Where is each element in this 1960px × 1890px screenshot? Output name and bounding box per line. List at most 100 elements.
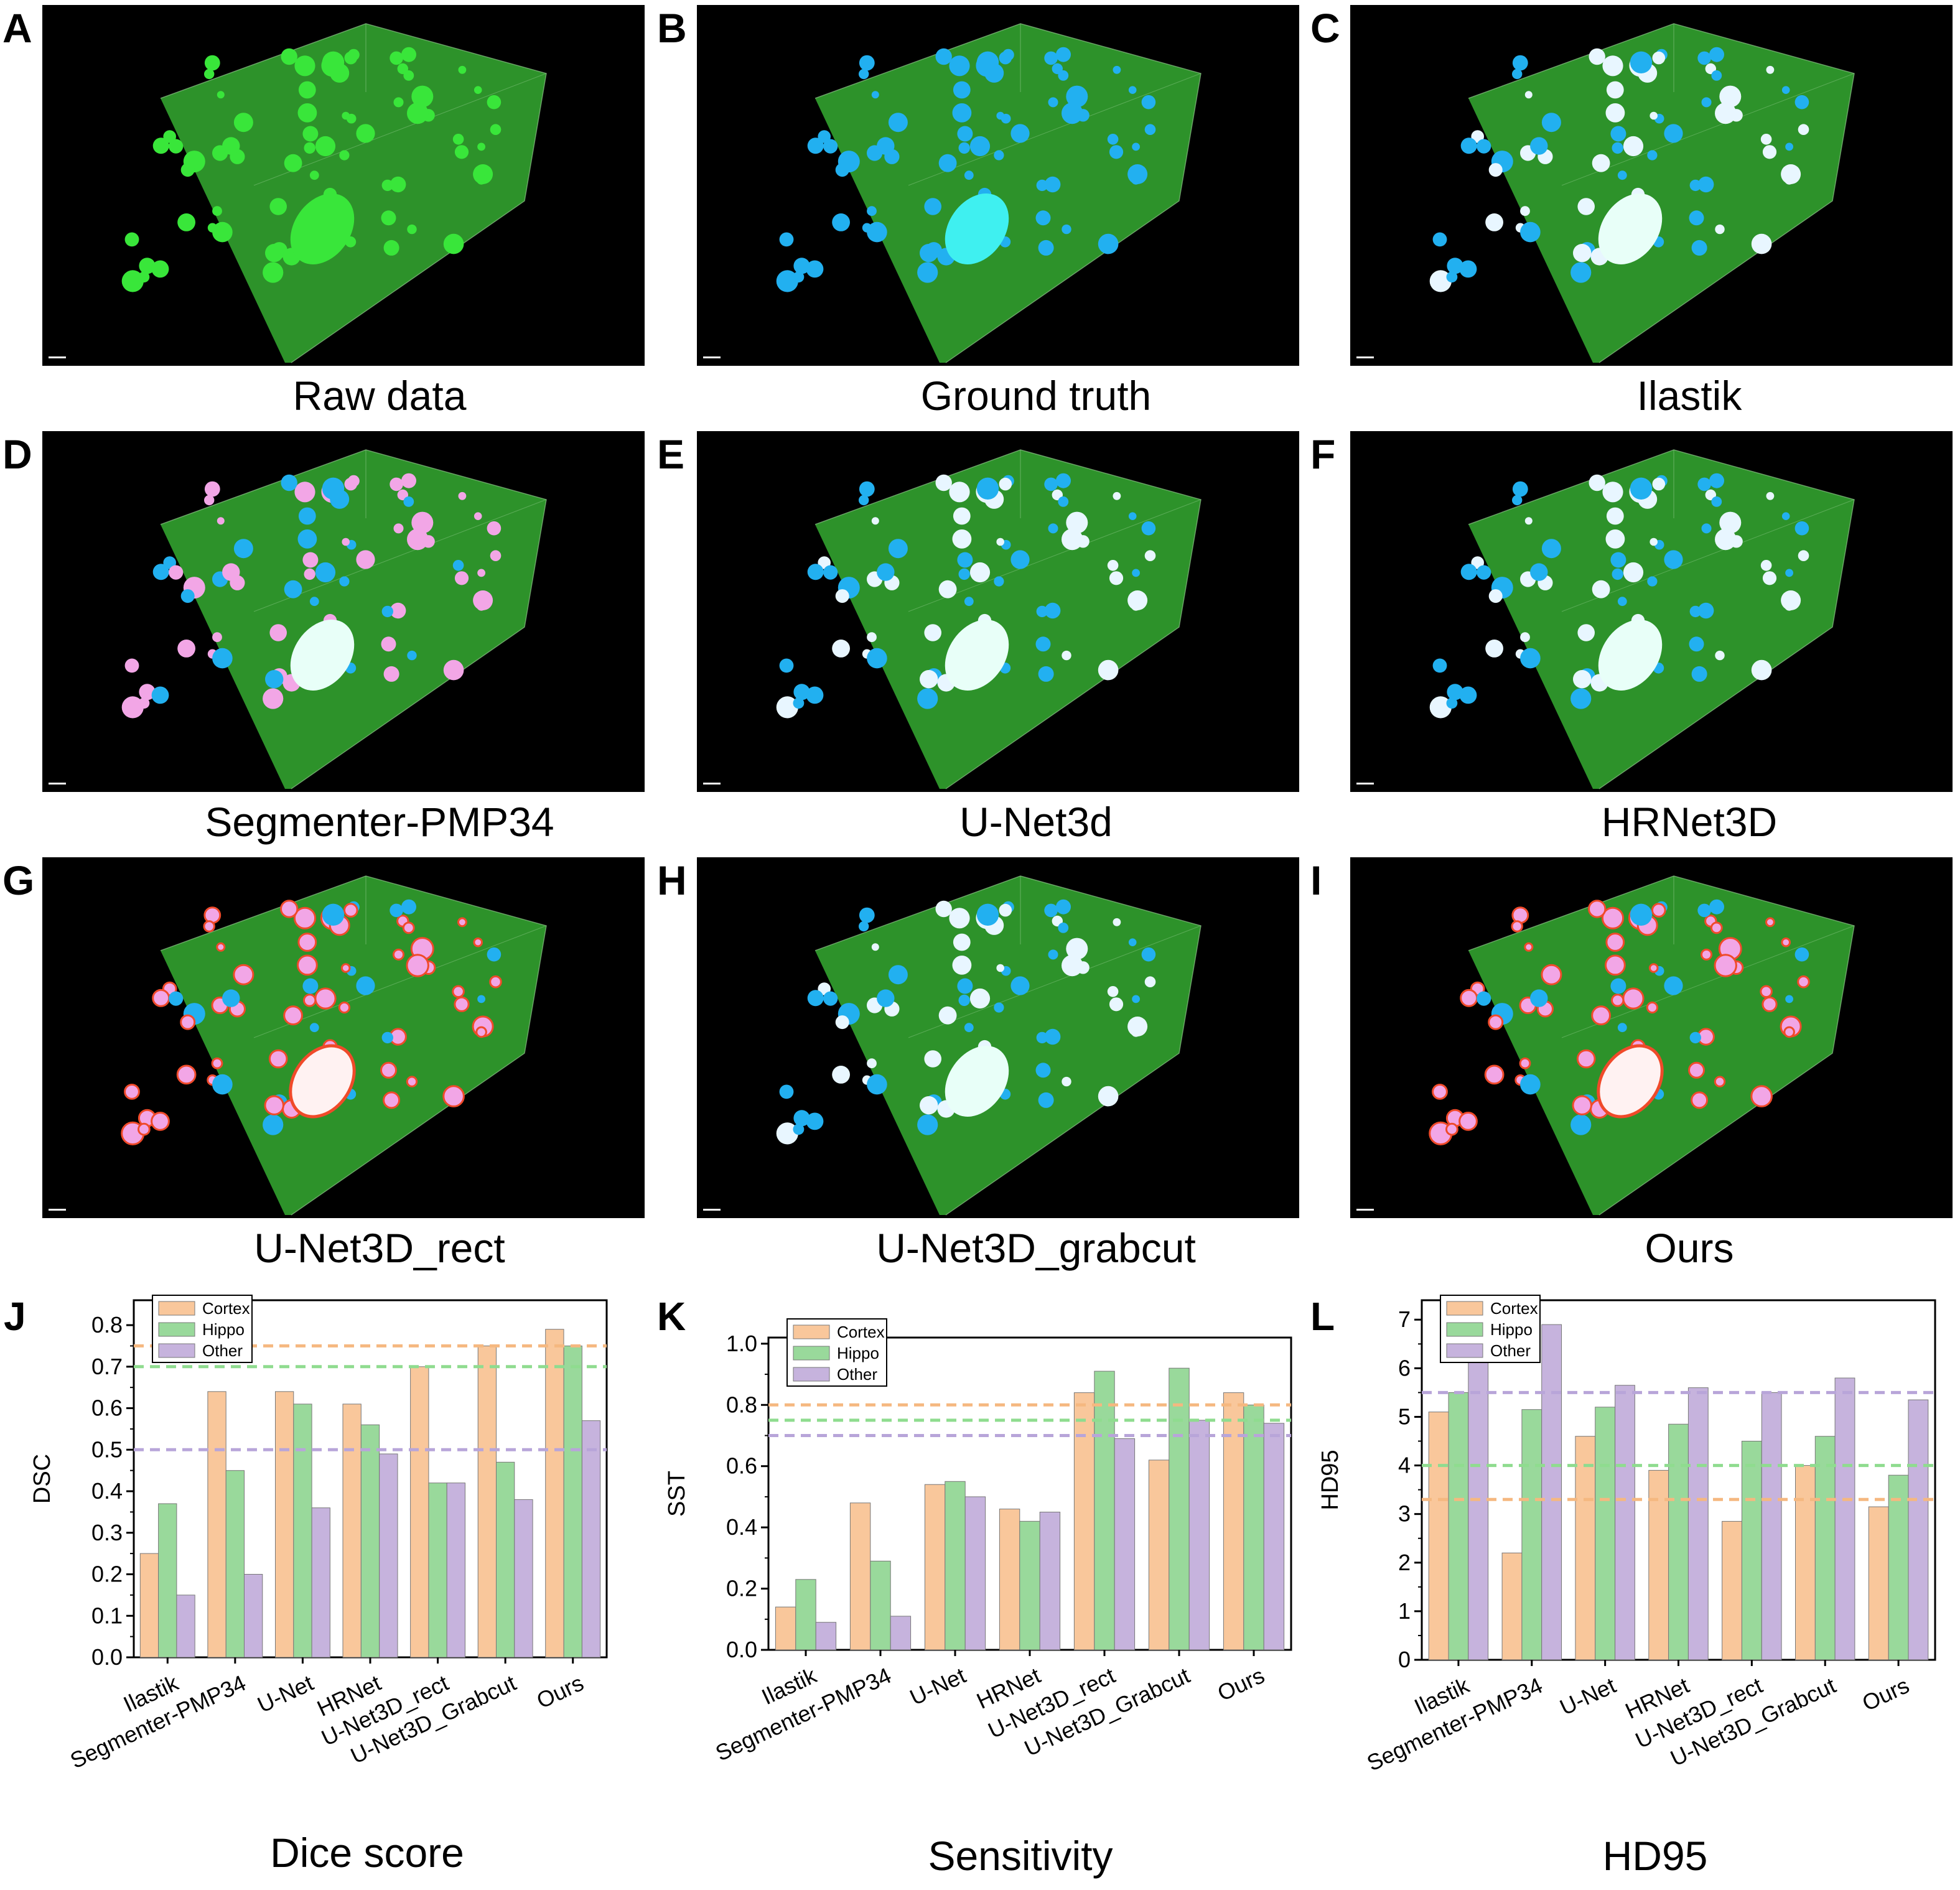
bar-chart-j: J0.00.10.20.30.40.50.60.70.8DSCIlastikSe… bbox=[4, 1294, 608, 1774]
bar-cortex bbox=[1501, 1552, 1523, 1660]
x-tick-label: U-Net bbox=[253, 1670, 317, 1718]
bar-cortex bbox=[545, 1329, 564, 1658]
bar-other bbox=[379, 1453, 398, 1658]
x-tick-label: Ours bbox=[1213, 1662, 1268, 1706]
bar-cortex bbox=[999, 1509, 1020, 1650]
legend-label: Hippo bbox=[202, 1320, 245, 1339]
bar-cortex bbox=[1148, 1459, 1170, 1650]
y-axis-label: SST bbox=[664, 1471, 690, 1517]
y-tick-label: 0.8 bbox=[726, 1392, 757, 1417]
bar-hippo bbox=[1595, 1407, 1616, 1660]
legend-label: Cortex bbox=[202, 1299, 250, 1318]
bar-hippo bbox=[158, 1503, 177, 1658]
y-tick-label: 7 bbox=[1398, 1306, 1411, 1332]
legend-swatch bbox=[793, 1346, 830, 1361]
panel-caption: Ilastik bbox=[1636, 373, 1742, 419]
legend: Cortex Hippo Other bbox=[152, 1295, 253, 1363]
x-tick-label: Ours bbox=[533, 1670, 587, 1713]
y-axis-label: HD95 bbox=[1317, 1450, 1343, 1510]
legend-label: Other bbox=[1490, 1341, 1531, 1360]
y-tick-label: 0.1 bbox=[91, 1603, 123, 1628]
legend-swatch bbox=[793, 1367, 830, 1382]
panel-letter-d: D bbox=[2, 431, 32, 477]
bar-hippo bbox=[1888, 1474, 1909, 1660]
y-tick-label: 3 bbox=[1398, 1501, 1411, 1527]
bar-hippo bbox=[360, 1424, 380, 1658]
panel-caption: U-Net3D_rect bbox=[254, 1225, 505, 1271]
bar-cortex bbox=[849, 1502, 871, 1650]
bar-hippo bbox=[1814, 1436, 1836, 1660]
bar-other bbox=[1761, 1392, 1782, 1660]
bar-other bbox=[1908, 1399, 1929, 1660]
chart-title: Dice score bbox=[270, 1830, 464, 1876]
bar-cortex bbox=[1722, 1520, 1742, 1660]
y-tick-label: 4 bbox=[1398, 1453, 1411, 1478]
bar-chart-k: K0.00.20.40.60.81.0SSTIlastikSegmenter-P… bbox=[657, 1294, 1292, 1766]
panel-letter-e: E bbox=[657, 431, 685, 477]
panel-letter-h: H bbox=[657, 857, 687, 903]
legend-swatch bbox=[158, 1343, 195, 1358]
y-tick-label: 0.6 bbox=[91, 1395, 123, 1421]
bar-cortex bbox=[1648, 1469, 1669, 1660]
bar-hippo bbox=[1448, 1392, 1469, 1660]
panel-caption: Raw data bbox=[292, 373, 467, 419]
legend-swatch bbox=[158, 1322, 195, 1337]
bar-cortex bbox=[1868, 1506, 1889, 1660]
panel-caption: U-Net3d bbox=[959, 799, 1113, 845]
x-tick-label: Ours bbox=[1858, 1672, 1913, 1716]
y-tick-label: 0.0 bbox=[91, 1644, 123, 1670]
bar-hippo bbox=[1668, 1423, 1689, 1660]
bar-hippo bbox=[428, 1483, 447, 1658]
volume-render-image bbox=[697, 5, 1299, 366]
y-tick-label: 0.5 bbox=[91, 1436, 123, 1462]
y-tick-label: 1 bbox=[1398, 1598, 1411, 1624]
legend: Cortex Hippo Other bbox=[1440, 1295, 1541, 1363]
bar-hippo bbox=[1243, 1404, 1264, 1650]
chart-title: HD95 bbox=[1602, 1833, 1708, 1879]
panel-caption: Ground truth bbox=[920, 373, 1152, 419]
bar-cortex bbox=[1575, 1436, 1596, 1660]
bar-cortex bbox=[342, 1404, 362, 1658]
legend-label: Hippo bbox=[1490, 1320, 1533, 1339]
bar-hippo bbox=[496, 1461, 515, 1658]
y-tick-label: 5 bbox=[1398, 1404, 1411, 1429]
bar-hippo bbox=[563, 1345, 582, 1658]
bar-cortex bbox=[924, 1484, 946, 1650]
y-tick-label: 0 bbox=[1398, 1647, 1411, 1672]
chart-panel-letter: J bbox=[4, 1294, 26, 1339]
bar-other bbox=[964, 1496, 986, 1650]
legend: Cortex Hippo Other bbox=[786, 1318, 887, 1387]
legend-label: Cortex bbox=[1490, 1299, 1538, 1318]
y-tick-label: 0.2 bbox=[91, 1562, 123, 1587]
bar-other bbox=[1541, 1324, 1562, 1660]
bar-other bbox=[311, 1507, 330, 1658]
legend-label: Cortex bbox=[837, 1323, 885, 1341]
bar-cortex bbox=[477, 1345, 497, 1658]
legend-swatch bbox=[1446, 1322, 1483, 1337]
legend-swatch bbox=[793, 1324, 830, 1339]
bar-other bbox=[1188, 1420, 1210, 1650]
panel-letter-g: G bbox=[2, 857, 35, 903]
y-tick-label: 0.7 bbox=[91, 1354, 123, 1379]
volume-render-image bbox=[42, 5, 645, 366]
y-tick-label: 0.3 bbox=[91, 1520, 123, 1545]
bar-other bbox=[1468, 1331, 1489, 1660]
bar-cortex bbox=[207, 1391, 226, 1658]
bar-hippo bbox=[1521, 1409, 1542, 1660]
volume-render-image bbox=[42, 431, 645, 792]
bar-hippo bbox=[1741, 1441, 1762, 1660]
y-axis-label: DSC bbox=[29, 1454, 55, 1504]
bar-hippo bbox=[1094, 1371, 1115, 1650]
bar-other bbox=[1834, 1377, 1855, 1660]
panel-caption: HRNet3D bbox=[1601, 799, 1778, 845]
panel-letter-i: I bbox=[1310, 857, 1322, 903]
panel-caption: U-Net3D_grabcut bbox=[876, 1225, 1196, 1271]
legend-swatch bbox=[1446, 1343, 1483, 1358]
bar-hippo bbox=[225, 1470, 245, 1658]
y-tick-label: 1.0 bbox=[726, 1331, 757, 1356]
bar-cortex bbox=[1428, 1412, 1449, 1660]
bar-hippo bbox=[293, 1404, 312, 1658]
bar-other bbox=[1114, 1438, 1136, 1650]
bar-other bbox=[581, 1420, 601, 1658]
bar-cortex bbox=[775, 1606, 796, 1650]
